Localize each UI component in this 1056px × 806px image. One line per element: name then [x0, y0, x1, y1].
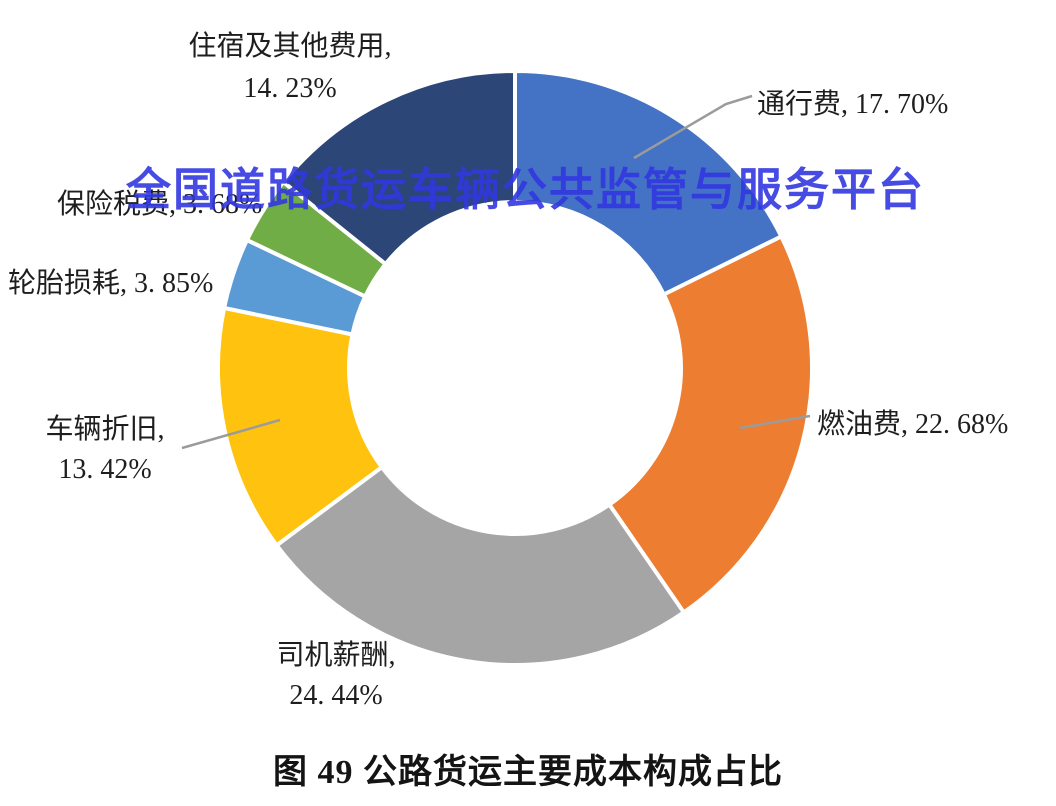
leader-lines [181, 94, 811, 450]
donut-slice-1-通行费 [513, 69, 784, 297]
label-depreciation: 车辆折旧, 13. 42% [12, 410, 198, 490]
label-fuel: 燃油费, 22. 68% [817, 409, 1009, 440]
label-driver-salary-name: 司机薪酬, [276, 640, 396, 671]
donut-slice-2-燃油费 [607, 234, 814, 615]
label-accommodation-name: 住宿及其他费用, [188, 31, 392, 62]
leader-line-toll [633, 94, 753, 160]
label-depreciation-name: 车辆折旧, [45, 414, 165, 445]
leader-line-fuel [739, 414, 811, 430]
label-accommodation: 住宿及其他费用, 14. 23% [138, 26, 442, 110]
label-driver-salary-value: 24. 44% [289, 680, 383, 711]
label-driver-salary: 司机薪酬, 24. 44% [240, 636, 432, 716]
leader-line-depreciation [181, 418, 281, 450]
donut-slice-7-住宿及其他费用 [281, 69, 517, 267]
figure-caption: 图 49 公路货运主要成本构成占比 [273, 754, 783, 791]
donut-slice-3-司机薪酬 [274, 465, 686, 667]
label-depreciation-value: 13. 42% [58, 454, 152, 485]
label-accommodation-value: 14. 23% [243, 73, 337, 104]
label-tire-wear: 轮胎损耗, 3. 85% [8, 268, 214, 299]
label-toll: 通行费, 17. 70% [757, 89, 949, 120]
donut-slices [216, 69, 814, 667]
label-insurance-tax: 保险税费, 3. 68% [57, 189, 263, 220]
